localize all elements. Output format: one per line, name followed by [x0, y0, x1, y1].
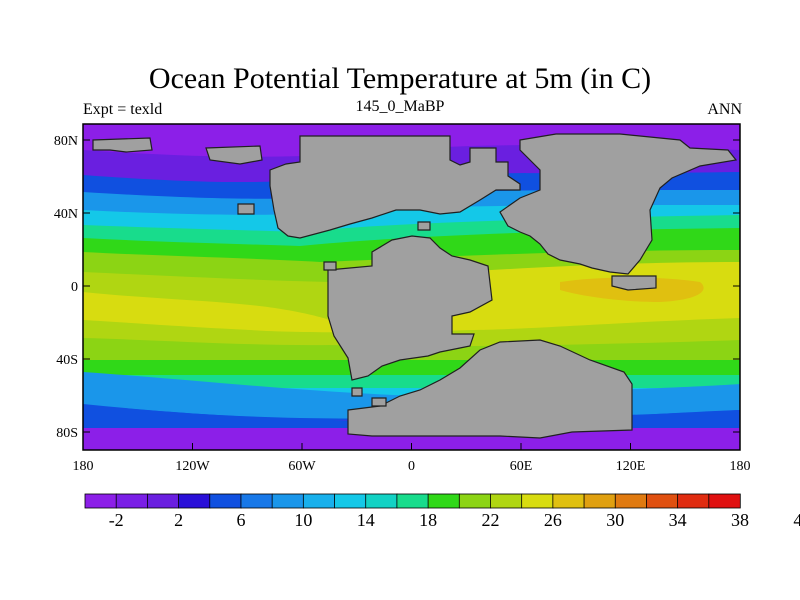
colorbar-label: 30: [606, 510, 624, 530]
x-tick-label: 120E: [616, 459, 646, 474]
island-northwest: [237, 203, 255, 215]
y-tick-label: 40N: [54, 207, 78, 222]
land-masses: [92, 133, 738, 439]
colorbar-swatch: [209, 493, 242, 509]
y-tick-label: 0: [71, 280, 78, 295]
continent-north-america: [269, 135, 521, 239]
y-axis-ticks: [83, 139, 740, 433]
colorbar-swatch: [427, 493, 460, 509]
colorbar-swatch: [84, 493, 117, 509]
x-tick-label: 60W: [288, 459, 316, 474]
colorbar-swatch: [365, 493, 398, 509]
colorbar-swatch: [396, 493, 429, 509]
colorbar-swatch: [677, 493, 710, 509]
colorbar-label: 26: [544, 510, 562, 530]
x-tick-label: 0: [408, 459, 415, 474]
island-south-b: [371, 397, 387, 407]
colorbar-label: 14: [357, 510, 375, 530]
colorbar-swatch: [708, 493, 741, 509]
colorbar-label: 6: [236, 510, 245, 530]
colorbar-swatch: [458, 493, 492, 509]
colorbar-label: 34: [669, 510, 687, 530]
season-label: ANN: [707, 101, 742, 118]
colorbar-swatch: [490, 493, 523, 509]
colorbar-swatch: [115, 493, 149, 509]
colorbar-swatch: [240, 493, 273, 509]
x-axis-ticks: [82, 443, 741, 450]
map-title: Ocean Potential Temperature at 5m (in C): [148, 62, 652, 95]
colorbar-swatch: [302, 493, 336, 509]
y-tick-label: 80S: [56, 426, 78, 441]
y-tick-label: 40S: [56, 353, 78, 368]
colorbar-label: -2: [109, 510, 124, 530]
colorbar-label: 10: [294, 510, 312, 530]
colorbar-swatch: [614, 493, 648, 509]
colorbar-label: 22: [481, 510, 499, 530]
colorbar-label: 18: [419, 510, 437, 530]
continent-antarctica-australia: [347, 339, 633, 439]
colorbar-swatch: [583, 493, 616, 509]
colorbar-swatch: [521, 493, 554, 509]
island-greenland: [92, 137, 153, 153]
time-label: 145_0_MaBP: [355, 98, 445, 115]
colorbar-swatch: [178, 493, 211, 509]
continent-south-america-africa: [327, 235, 493, 381]
colorbar-swatch: [646, 493, 679, 509]
band-polar-south: [83, 428, 740, 450]
island-arctic: [205, 145, 263, 165]
x-tick-label: 180: [73, 459, 94, 474]
x-tick-label: 180: [730, 459, 751, 474]
colorbar-label: 38: [731, 510, 749, 530]
colorbar: [84, 493, 741, 509]
island-central-north: [323, 261, 337, 271]
colorbar-swatch: [146, 493, 180, 509]
colorbar-label: 42: [793, 510, 800, 530]
colorbar-label: 2: [174, 510, 183, 530]
island-east-asia: [611, 275, 657, 291]
island-south-a: [351, 387, 363, 397]
island-tethys: [417, 221, 431, 231]
experiment-label: Expt = texld: [83, 101, 163, 118]
x-tick-label: 120W: [175, 459, 210, 474]
continent-eurasia: [499, 133, 738, 275]
colorbar-swatch: [334, 493, 367, 509]
y-tick-label: 80N: [54, 134, 78, 149]
colorbar-swatch: [552, 493, 585, 509]
x-tick-label: 60E: [510, 459, 533, 474]
colorbar-labels: -226101418222630343842: [109, 510, 800, 530]
colorbar-swatch: [271, 493, 305, 509]
